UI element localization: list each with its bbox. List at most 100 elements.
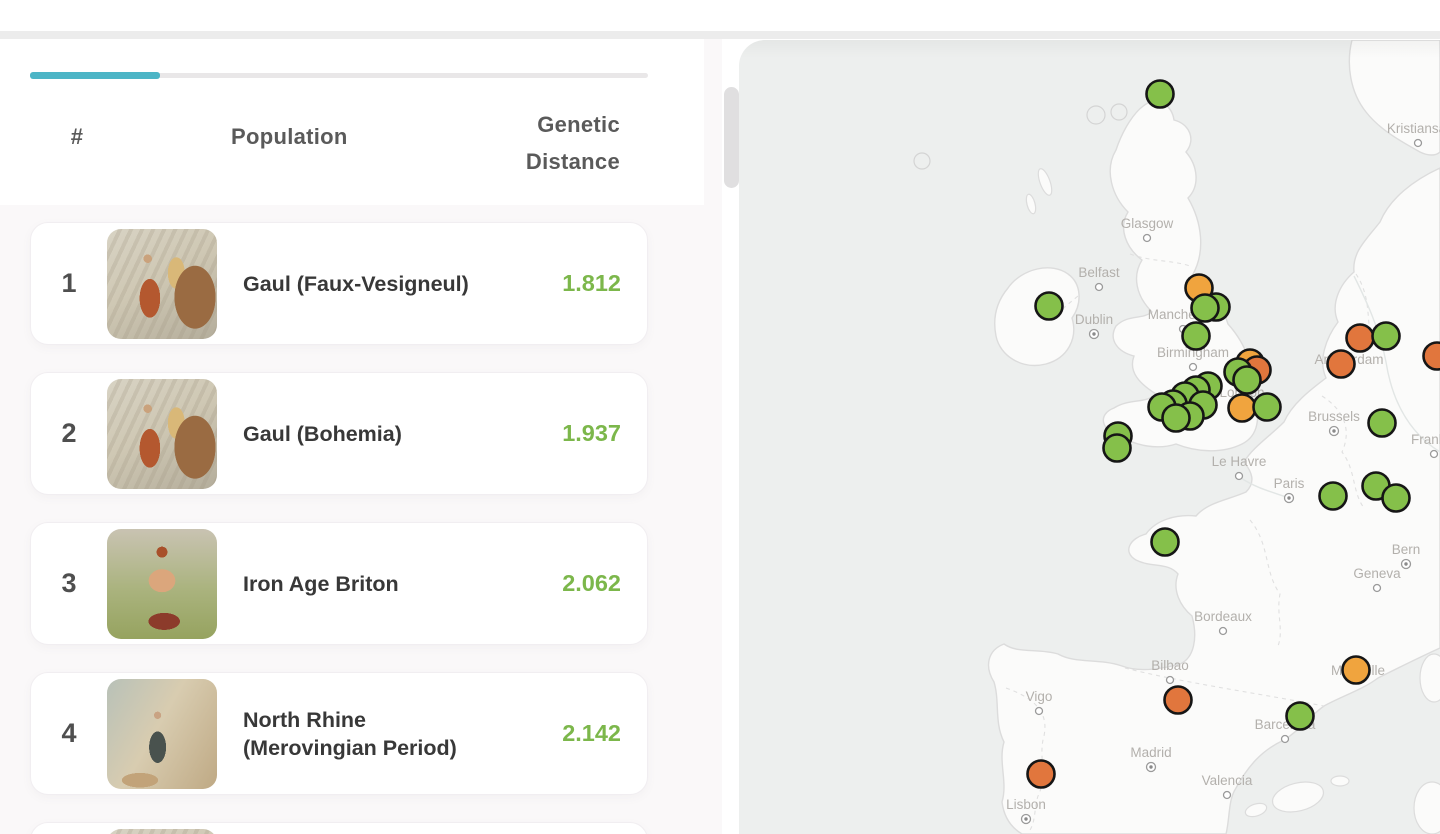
sample-marker-orange_dark[interactable] <box>1326 349 1356 379</box>
sardinia-island <box>1413 781 1440 834</box>
rhine-river <box>1353 275 1440 453</box>
sample-marker-green[interactable] <box>1381 483 1411 513</box>
city-dot <box>1165 675 1175 685</box>
border-scotland-england <box>1129 253 1191 267</box>
city-dot <box>1188 362 1198 372</box>
capital-dot <box>1024 817 1028 821</box>
row-distance: 1.937 <box>562 420 621 446</box>
sample-marker-green[interactable] <box>1252 392 1282 422</box>
landmass-norway <box>1348 40 1440 156</box>
sample-marker-orange_dark[interactable] <box>1422 341 1440 371</box>
city-label: Bordeaux <box>1194 609 1252 624</box>
sample-marker-green[interactable] <box>1232 365 1262 395</box>
city-label: Belfast <box>1078 265 1120 280</box>
row-population: Gaul (Bohemia) <box>243 421 402 446</box>
city-dot <box>1280 734 1290 744</box>
population-list: 1 Gaul (Faux-Vesigneul) 1.812 2 Gaul (Bo… <box>0 222 704 834</box>
sample-marker-orange_dark[interactable] <box>1345 323 1375 353</box>
city-dot <box>1094 282 1104 292</box>
sample-marker-green[interactable] <box>1034 291 1064 321</box>
population-row-partial[interactable] <box>30 822 648 834</box>
sample-marker-green[interactable] <box>1150 527 1180 557</box>
sample-marker-orange_dark[interactable] <box>1163 685 1193 715</box>
sticky-top-bar <box>0 0 1440 31</box>
genetic-label: Genetic <box>537 112 620 137</box>
city-label: Bern <box>1392 542 1421 557</box>
border-france-regions <box>1249 519 1281 647</box>
row-population: Gaul (Faux-Vesigneul) <box>243 271 469 296</box>
sticky-top-bar-shadow <box>0 31 1440 39</box>
population-portrait <box>107 678 217 789</box>
city-label: Glasgow <box>1121 216 1174 231</box>
sample-marker-green[interactable] <box>1285 701 1315 731</box>
population-row[interactable]: 2 Gaul (Bohemia) 1.937 <box>30 372 648 495</box>
sample-marker-orange_dark[interactable] <box>1026 759 1056 789</box>
city-label: Brussels <box>1308 409 1360 424</box>
landmass-continent <box>987 167 1440 834</box>
results-panel: Ancient Modern # Population Genetic Dist… <box>0 12 704 834</box>
row-population: Iron Age Briton <box>243 571 399 596</box>
population-portrait <box>107 378 217 489</box>
left-panel-scrollbar[interactable] <box>724 87 739 188</box>
sample-marker-green[interactable] <box>1371 321 1401 351</box>
row-distance: 1.812 <box>562 270 621 296</box>
ibiza-island <box>1244 802 1268 818</box>
hebrides-island <box>1025 193 1037 215</box>
city-label: Frankfurt <box>1411 432 1440 447</box>
city-label: Madrid <box>1130 745 1171 760</box>
city-dot <box>1372 583 1382 593</box>
city-label: Le Havre <box>1212 454 1267 469</box>
city-label: Vigo <box>1026 689 1053 704</box>
population-row[interactable]: 1 Gaul (Faux-Vesigneul) 1.812 <box>30 222 648 345</box>
population-portrait <box>107 228 217 339</box>
population-portrait <box>107 528 217 639</box>
city-label: Valencia <box>1202 773 1253 788</box>
column-header-rank: # <box>70 124 84 149</box>
tab-track <box>30 73 648 78</box>
city-label: Bilbao <box>1151 658 1189 673</box>
row-rank: 3 <box>61 568 77 598</box>
city-dot <box>1034 706 1044 716</box>
city-dot <box>1234 471 1244 481</box>
sample-marker-orange_light[interactable] <box>1227 393 1257 423</box>
sample-marker-green[interactable] <box>1318 481 1348 511</box>
capital-dot <box>1332 429 1336 433</box>
island-outline <box>1110 103 1128 121</box>
sample-marker-green[interactable] <box>1367 408 1397 438</box>
city-label: Paris <box>1274 476 1305 491</box>
row-rank: 2 <box>61 418 77 448</box>
city-dot <box>1218 626 1228 636</box>
city-dot <box>1222 790 1232 800</box>
capital-dot <box>1149 765 1153 769</box>
row-distance: 2.062 <box>562 570 621 596</box>
capital-dot <box>1404 562 1408 566</box>
island-outline <box>913 152 931 170</box>
active-tab-underline <box>30 72 160 79</box>
column-header-population: Population <box>231 124 348 149</box>
population-row[interactable]: 4 North Rhine (Merovingian Period) 2.142 <box>30 672 648 795</box>
mallorca-island <box>1271 781 1325 813</box>
hebrides-island <box>1037 168 1053 196</box>
border-benelux <box>1321 395 1365 509</box>
sample-marker-green[interactable] <box>1102 433 1132 463</box>
column-header-genetic-distance: Genetic Distance <box>420 106 620 180</box>
row-population: North Rhine (Merovingian Period) <box>243 707 457 760</box>
city-label: Geneva <box>1353 566 1401 581</box>
capital-dot <box>1287 496 1291 500</box>
sample-marker-green[interactable] <box>1181 321 1211 351</box>
city-label: Lisbon <box>1006 797 1046 812</box>
population-row[interactable]: 3 Iron Age Briton 2.062 <box>30 522 648 645</box>
capital-dot <box>1092 332 1096 336</box>
map-panel[interactable]: KristiansandGlasgowBelfastDublinManchest… <box>739 40 1440 834</box>
sample-marker-orange_light[interactable] <box>1341 655 1371 685</box>
sample-marker-green[interactable] <box>1161 403 1191 433</box>
city-label: Birmingham <box>1157 345 1229 360</box>
city-label: Kristiansand <box>1387 121 1440 136</box>
sample-marker-green[interactable] <box>1145 79 1175 109</box>
city-dot <box>1413 138 1423 148</box>
corsica-island <box>1419 653 1440 703</box>
city-dot <box>1142 233 1152 243</box>
sample-marker-green[interactable] <box>1190 293 1220 323</box>
landmass-ireland <box>994 267 1080 366</box>
